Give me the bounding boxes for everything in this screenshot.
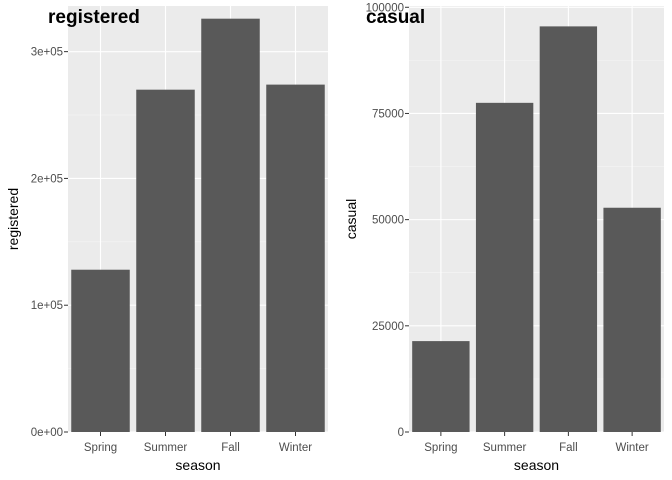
x-tick-label: Winter [279,442,312,454]
y-tick-label: 50000 [372,215,404,227]
bar-fall [539,26,598,432]
x-axis-title: season [514,457,559,473]
y-axis-title: registered [5,188,21,250]
x-tick-label: Spring [84,442,117,454]
bar-fall [201,18,260,433]
bar-spring [71,269,130,432]
x-tick-label: Fall [559,442,578,454]
chart-title: registered [48,7,140,28]
chart-casual: 0 25000 50000 75000 100000 Spring Summer Fall Wi… [343,2,664,473]
x-tick-label: Summer [144,442,188,454]
y-tick-label: 25000 [372,321,404,333]
y-tick-label: 100000 [366,2,404,14]
x-tick-label: Fall [221,442,240,454]
y-tick-label: 0e+00 [31,427,63,439]
x-axis-title: season [175,457,220,473]
bar-summer [136,89,195,432]
x-tick-label: Winter [616,442,649,454]
bar-spring [412,341,470,432]
x-tick-label: Summer [483,442,527,454]
y-axis-title: casual [343,199,359,239]
y-tick-label: 1e+05 [31,300,63,312]
x-tick-label: Spring [424,442,457,454]
bar-summer [475,102,534,432]
chart-registered: 0e+00 1e+05 2e+05 3e+05 Spring Summer Fall Wint… [5,6,328,473]
chart-title: casual [366,7,425,28]
bar-winter [266,84,325,432]
bar-winter [603,207,661,432]
y-tick-label: 3e+05 [31,47,63,59]
y-tick-label: 0 [398,427,404,439]
y-tick-label: 2e+05 [31,173,63,185]
y-tick-label: 75000 [372,108,404,120]
